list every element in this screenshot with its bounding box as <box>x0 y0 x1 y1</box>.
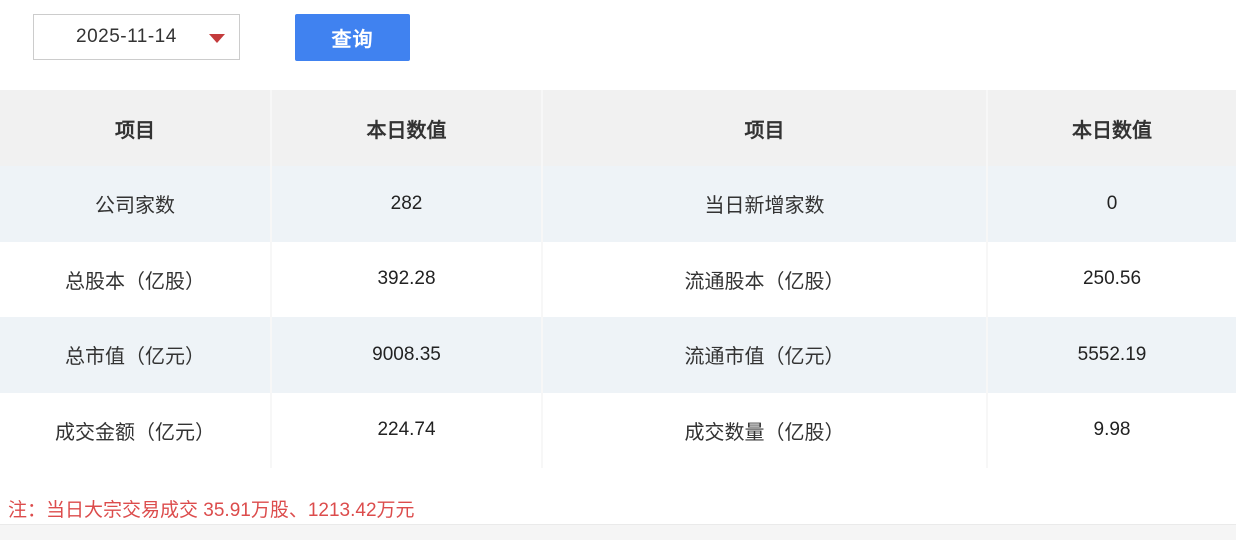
stat-value: 5552.19 <box>1077 343 1147 365</box>
stat-value: 224.74 <box>272 392 543 468</box>
date-select[interactable]: 2025-11-14 <box>33 14 240 60</box>
date-select-value: 2025-11-14 <box>76 26 177 47</box>
column-header: 项目 <box>543 90 988 166</box>
stat-value: 9008.35 <box>272 317 543 393</box>
table-header-row: 项目 本日数值 项目 本日数值 <box>0 90 1236 166</box>
table-row: 公司家数 282 当日新增家数 0 <box>0 166 1236 242</box>
stat-value: 250.56 <box>1082 268 1142 290</box>
table-row: 成交金额（亿元） 224.74 成交数量（亿股） 9.98 <box>0 392 1236 468</box>
stat-label: 总股本（亿股） <box>0 241 272 317</box>
stat-value: 0 <box>1106 192 1118 214</box>
stat-label: 公司家数 <box>0 166 272 242</box>
stat-label: 成交数量（亿股） <box>543 392 988 468</box>
stat-value: 282 <box>272 166 543 242</box>
footer-bar <box>0 524 1236 540</box>
table-row: 总股本（亿股） 392.28 流通股本（亿股） 250.56 <box>0 241 1236 317</box>
column-header: 本日数值 <box>1072 119 1152 142</box>
stat-value: 392.28 <box>272 241 543 317</box>
stat-value: 9.98 <box>1093 419 1131 441</box>
dropdown-arrow-icon <box>209 34 225 43</box>
table-row: 总市值（亿元） 9008.35 流通市值（亿元） 5552.19 <box>0 317 1236 393</box>
query-button[interactable]: 查询 <box>295 14 410 61</box>
stat-label: 流通股本（亿股） <box>543 241 988 317</box>
stat-label: 流通市值（亿元） <box>543 317 988 393</box>
stat-label: 当日新增家数 <box>543 166 988 242</box>
daily-stats-table: 项目 本日数值 项目 本日数值 公司家数 282 当日新增家数 0 总股本（亿股… <box>0 90 1236 468</box>
column-header: 项目 <box>0 90 272 166</box>
stat-label: 成交金额（亿元） <box>0 392 272 468</box>
note-text: 注：当日大宗交易成交 35.91万股、1213.42万元 <box>8 500 415 521</box>
column-header: 本日数值 <box>272 90 543 166</box>
stat-label: 总市值（亿元） <box>0 317 272 393</box>
